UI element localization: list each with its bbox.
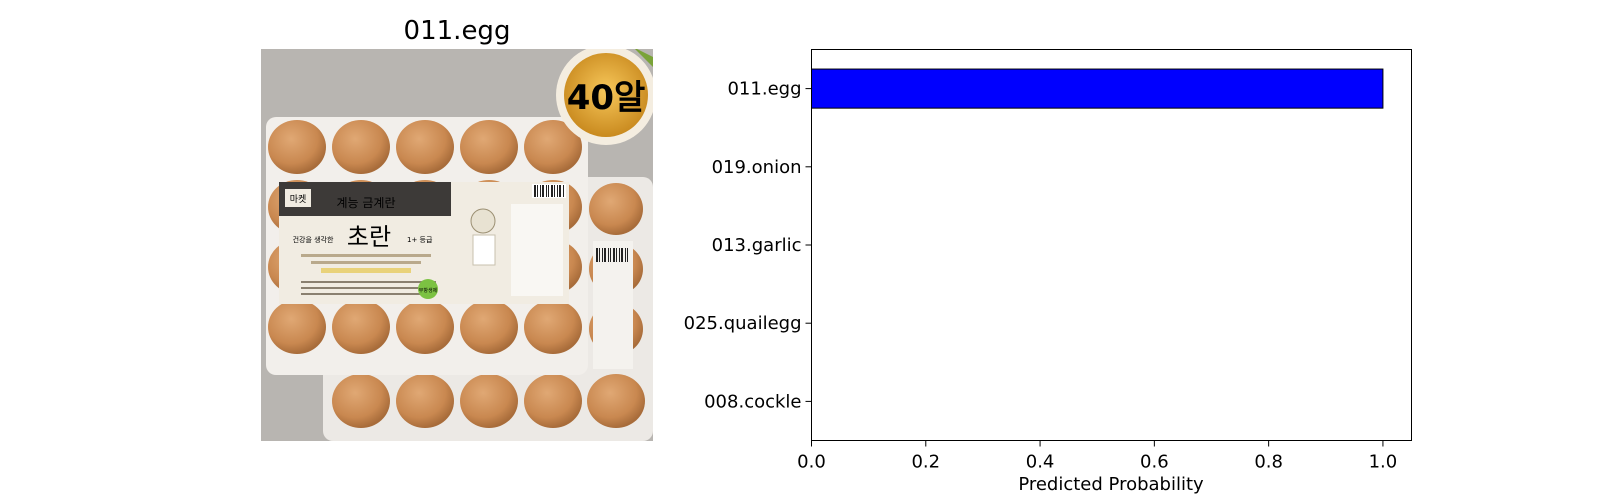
egg — [460, 120, 518, 174]
label-brand-text: 마켓 — [290, 194, 307, 205]
x-axis-label: Predicted Probability — [1018, 474, 1204, 495]
egg-carton-photo: 마켓 계능 금계란 건강을 생각한 초란 1+ 등급 무항생제 40알 — [261, 49, 653, 441]
y-tick-label-011.egg: 011.egg — [727, 79, 801, 100]
y-tick-label-008.cockle: 008.cockle — [704, 391, 801, 412]
egg — [332, 374, 390, 428]
product-label: 마켓 계능 금계란 건강을 생각한 초란 1+ 등급 무항생제 — [279, 182, 569, 304]
egg — [524, 120, 582, 174]
egg — [332, 300, 390, 354]
barcode — [534, 185, 564, 197]
egg — [268, 300, 326, 354]
label-stamp — [418, 279, 438, 299]
y-tick-label-013.garlic: 013.garlic — [712, 235, 802, 256]
label-caption-text: 건강을 생각한 — [293, 235, 334, 244]
image-title: 011.egg — [403, 16, 511, 46]
egg — [524, 300, 582, 354]
bar-011.egg — [811, 68, 1384, 109]
egg — [589, 183, 643, 235]
label-grade-text: 1+ 등급 — [407, 236, 433, 244]
x-tick-label: 0.4 — [1026, 452, 1055, 473]
x-tick-label: 0.0 — [797, 452, 826, 473]
label-product-text: 초란 — [347, 223, 391, 251]
label-seal — [470, 208, 496, 234]
egg — [332, 120, 390, 174]
x-tick-label: 1.0 — [1369, 452, 1398, 473]
egg — [460, 300, 518, 354]
egg — [460, 374, 518, 428]
egg — [268, 120, 326, 174]
x-tick-label: 0.6 — [1140, 452, 1169, 473]
egg — [396, 120, 454, 174]
y-tick-label-019.onion: 019.onion — [712, 157, 802, 178]
count-badge-text: 40알 — [567, 78, 646, 118]
x-tick-label: 0.8 — [1254, 452, 1283, 473]
egg — [396, 300, 454, 354]
egg — [524, 374, 582, 428]
y-tick-label-025.quailegg: 025.quailegg — [684, 313, 802, 334]
egg — [587, 374, 645, 428]
side-label — [593, 241, 633, 369]
label-tagline-text: 계능 금계란 — [336, 196, 395, 210]
count-badge: 40알 — [556, 49, 653, 145]
label-stamp-text: 무항생제 — [419, 287, 438, 294]
x-tick-label: 0.2 — [911, 452, 940, 473]
side-barcode — [596, 248, 628, 262]
egg — [396, 374, 454, 428]
